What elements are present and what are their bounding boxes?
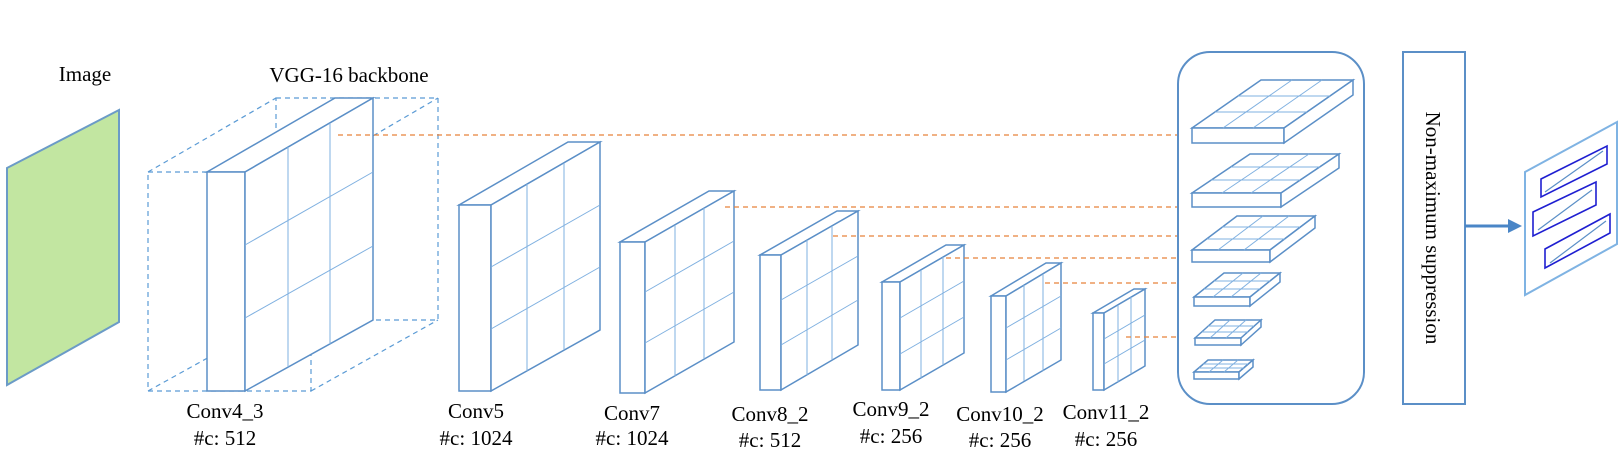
layer-channels-conv11-2: #c: 256 <box>1075 427 1137 451</box>
layer-name-conv5: Conv5 <box>448 399 504 423</box>
detection-panel-frame <box>1177 51 1365 405</box>
nms-box <box>1402 51 1466 405</box>
layer-channels-conv9-2: #c: 256 <box>860 424 922 448</box>
conv7-block <box>617 189 737 395</box>
layer-channels-conv7: #c: 1024 <box>596 426 669 450</box>
layer-channels-conv4-3: #c: 512 <box>194 426 256 450</box>
nms-block: Non-maximum suppression <box>1402 51 1466 405</box>
layer-labels: Conv4_3 #c: 512 Conv5 #c: 1024 Conv7 #c:… <box>186 397 1149 452</box>
prediction-slab-5 <box>1193 318 1263 347</box>
layer-name-conv10-2: Conv10_2 <box>956 402 1044 426</box>
feature-map-links <box>338 134 1178 338</box>
detection-box-1 <box>1540 144 1608 199</box>
layer-channels-conv5: #c: 1024 <box>440 426 513 450</box>
prediction-slab-1 <box>1189 78 1356 145</box>
conv9-2-block <box>879 243 967 392</box>
conv5-block <box>456 140 603 393</box>
conv10-2-block <box>988 261 1064 394</box>
input-image-plane <box>6 108 120 387</box>
input-image: Image <box>6 62 120 387</box>
conv8-2-block <box>757 209 861 392</box>
layer-channels-conv10-2: #c: 256 <box>969 428 1031 452</box>
prediction-slab-4 <box>1191 271 1283 308</box>
output-arrow <box>1465 219 1522 233</box>
conv4-3-block <box>204 96 376 393</box>
layer-name-conv9-2: Conv9_2 <box>852 397 929 421</box>
layer-name-conv11-2: Conv11_2 <box>1063 400 1150 424</box>
layer-name-conv7: Conv7 <box>604 401 660 425</box>
layer-name-conv4-3: Conv4_3 <box>186 399 263 423</box>
conv11-2-block <box>1090 287 1148 392</box>
prediction-slab-2 <box>1189 152 1342 209</box>
prediction-slab-6 <box>1191 358 1256 381</box>
output-image <box>1524 120 1618 297</box>
detection-box-3 <box>1544 212 1611 270</box>
detection-panel <box>1177 51 1365 405</box>
vgg16-backbone: VGG-16 backbone <box>147 63 439 393</box>
input-image-label: Image <box>59 62 111 86</box>
detection-box-2 <box>1532 180 1597 238</box>
backbone-label: VGG-16 backbone <box>269 63 428 87</box>
prediction-slab-3 <box>1189 214 1318 264</box>
output-image-plane <box>1524 120 1618 297</box>
layer-name-conv8-2: Conv8_2 <box>731 402 808 426</box>
layer-channels-conv8-2: #c: 512 <box>739 428 801 452</box>
nms-label: Non-maximum suppression <box>1421 112 1445 345</box>
